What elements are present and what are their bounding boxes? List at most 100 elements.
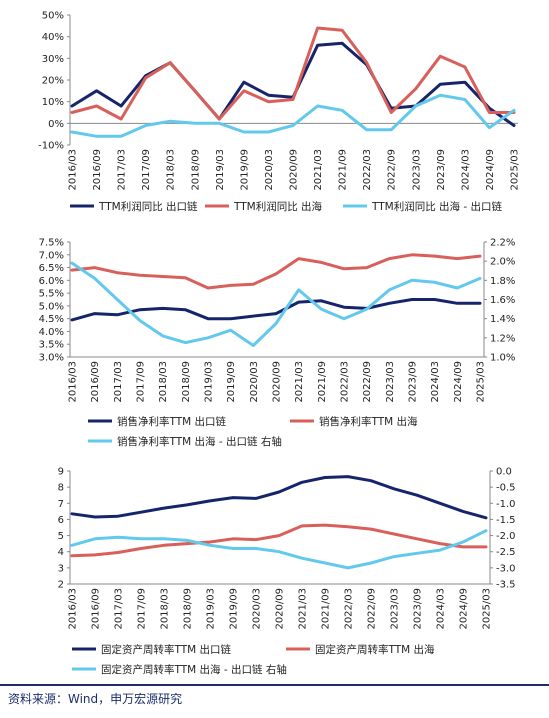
chart2-x-tick-label: 2019/03 (204, 361, 215, 403)
chart3-x-tick-label: 2020/03 (252, 588, 263, 630)
chart2-y-tick-label: 3.0% (39, 353, 64, 364)
chart1-x-tick-label: 2023/03 (411, 149, 422, 191)
chart1-x-tick-label: 2017/03 (117, 149, 128, 191)
chart1-series-line (70, 93, 516, 138)
chart2-legend-label: 销售净利率TTM 出海 - 出口链 右轴 (117, 435, 282, 448)
chart2-x-tick-label: 2018/09 (181, 361, 192, 403)
chart2-y2-tick-label: 1.2% (490, 333, 515, 344)
chart1-y-tick-label: 30% (42, 54, 64, 65)
chart1-x-tick-label: 2022/09 (387, 149, 398, 191)
chart2-x-tick-label: 2024/03 (430, 361, 441, 403)
charts-figure: -10% 0% 10% 20% 30% 40% 50% 2016/03 2016/09 2017/… (38, 11, 521, 677)
chart2-x-tick-label: 2017/09 (136, 361, 147, 403)
chart3-x-tick-label: 2022/03 (344, 588, 355, 630)
chart1-x-tick-label: 2024/09 (485, 149, 496, 191)
chart2-y-tick-label: 7.5% (39, 238, 64, 249)
chart1-series-line (70, 26, 516, 121)
chart1-legend-label: TTM利润同比 出海 - 出口链 (371, 200, 503, 213)
chart2-x-tick-label: 2018/03 (158, 361, 169, 403)
chart3-x-tick-label: 2017/09 (137, 588, 148, 630)
chart3-y-tick-label: 7 (58, 499, 64, 510)
chart2-y-tick-label: 5.0% (39, 301, 64, 312)
chart1-y-tick-label: 40% (42, 32, 64, 43)
chart2-y-tick-label: 3.5% (39, 340, 64, 351)
chart1-x-tick-label: 2020/03 (264, 149, 275, 191)
chart2-y-tick-label: 7.0% (39, 250, 64, 261)
chart2-y2-tick-label: 1.8% (490, 276, 515, 287)
chart1-x-tick-label: 2025/03 (510, 149, 521, 191)
chart2-x-tick-label: 2021/09 (317, 361, 328, 403)
chart1-legend-label: TTM利润同比 出海 (233, 200, 323, 213)
chart3-x-tick-label: 2019/09 (229, 588, 240, 630)
chart3-legend-label: 固定资产周转率TTM 出海 - 出口链 右轴 (101, 663, 287, 676)
chart1-x-tick-label: 2021/09 (338, 149, 349, 191)
chart1-x-tick-label: 2019/09 (239, 149, 250, 191)
chart3-x-tick-label: 2025/03 (482, 588, 493, 630)
chart2-series-line (70, 298, 482, 322)
chart3-x-tick-label: 2022/09 (367, 588, 378, 630)
chart2-series-line (70, 261, 482, 347)
chart2-x-tick-label: 2022/03 (340, 361, 351, 403)
chart3-y2-tick-label: -1.0 (496, 499, 516, 510)
chart2-x-tick-label: 2022/09 (362, 361, 373, 403)
chart3-y-tick-label: 3 (58, 563, 64, 574)
chart3-series-line (70, 523, 488, 558)
chart3-y2-tick-label: 0.0 (496, 467, 512, 478)
chart1-x-tick-label: 2017/09 (141, 149, 152, 191)
chart1-x-tick-label: 2024/03 (460, 149, 471, 191)
chart2-y2-tick-label: 1.0% (490, 353, 515, 364)
chart2-x-tick-label: 2021/03 (294, 361, 305, 403)
chart2-y-tick-label: 5.5% (39, 289, 64, 300)
chart1-x-tick-label: 2020/09 (289, 149, 300, 191)
chart2-x-tick-label: 2020/03 (249, 361, 260, 403)
chart2-x-tick-label: 2019/09 (226, 361, 237, 403)
chart3-y2-tick-label: -2.0 (496, 531, 516, 542)
chart2-y-tick-label: 4.5% (39, 314, 64, 325)
chart1-y-tick-label: 0% (48, 119, 64, 130)
chart2-y2-tick-label: 1.4% (490, 314, 515, 325)
chart1-x-tick-label: 2022/03 (362, 149, 373, 191)
chart3-y2-tick-label: -3.0 (496, 563, 516, 574)
chart3-x-tick-label: 2023/03 (390, 588, 401, 630)
chart3-y2-tick-label: -3.5 (496, 580, 516, 591)
source-divider (0, 684, 549, 686)
chart2-y-tick-label: 6.5% (39, 263, 64, 274)
chart3-x-tick-label: 2021/09 (321, 588, 332, 630)
chart1-y-tick-label: 20% (42, 76, 64, 87)
chart3-x-tick-label: 2017/03 (114, 588, 125, 630)
chart3-x-tick-label: 2024/03 (436, 588, 447, 630)
chart2-y2-tick-label: 2.0% (490, 257, 515, 268)
chart1-series-line (70, 41, 516, 127)
chart3-x-tick-label: 2018/09 (183, 588, 194, 630)
chart3-y2-tick-label: -1.5 (496, 515, 516, 526)
chart3-y-tick-label: 6 (58, 515, 64, 526)
chart2-x-tick-label: 2025/03 (476, 361, 487, 403)
chart1-x-tick-label: 2016/09 (92, 149, 103, 191)
chart2-y-tick-label: 4.0% (39, 327, 64, 338)
chart1-y-tick-label: 50% (42, 11, 64, 22)
chart3-y-tick-label: 5 (58, 531, 64, 542)
chart2-x-tick-label: 2020/09 (272, 361, 283, 403)
chart3-y2-tick-label: -2.5 (496, 547, 516, 558)
chart3-x-tick-label: 2018/03 (160, 588, 171, 630)
chart3-x-tick-label: 2020/09 (275, 588, 286, 630)
chart1-y-tick-label: 10% (42, 97, 64, 108)
chart2-legend-label: 销售净利率TTM 出海 (319, 415, 418, 428)
chart2-x-tick-label: 2023/09 (408, 361, 419, 403)
chart1-x-tick-label: 2023/09 (436, 149, 447, 191)
chart3-x-tick-label: 2021/03 (298, 588, 309, 630)
chart2-y-tick-label: 6.0% (39, 276, 64, 287)
chart2-x-tick-label: 2016/03 (68, 361, 79, 403)
chart2-series-line (70, 253, 482, 290)
chart3-y-tick-label: 4 (58, 547, 64, 558)
chart3-x-tick-label: 2016/03 (68, 588, 79, 630)
chart3-x-tick-label: 2019/03 (206, 588, 217, 630)
chart2-x-tick-label: 2024/09 (453, 361, 464, 403)
chart2-y2-tick-label: 1.6% (490, 295, 515, 306)
chart3-x-tick-label: 2023/09 (413, 588, 424, 630)
chart3-y-tick-label: 2 (58, 580, 64, 591)
chart2-y2-tick-label: 2.2% (490, 238, 515, 249)
chart2-x-tick-label: 2016/09 (90, 361, 101, 403)
chart2-x-tick-label: 2017/03 (113, 361, 124, 403)
chart2-legend-label: 销售净利率TTM 出口链 (117, 415, 227, 428)
